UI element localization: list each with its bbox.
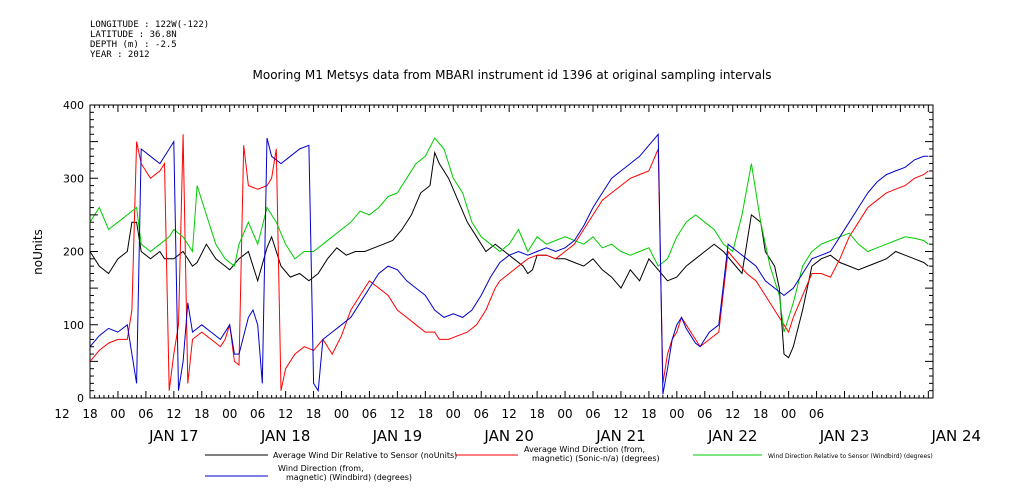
longitude-text: LONGITUDE : 122W(-122): [90, 20, 210, 30]
x-hour-tick-label: 18: [306, 407, 321, 421]
x-hour-tick-label: 00: [110, 407, 125, 421]
legend-label-3: Wind Direction Relative to Sensor (Windb…: [768, 453, 933, 460]
y-tick-label: 200: [63, 246, 84, 259]
y-tick-label: 300: [63, 172, 84, 185]
legend-label-2: Average Wind Direction (from, magnetic) (…: [524, 445, 660, 463]
metadata-block: LONGITUDE : 122W(-122) LATITUDE : 36.8N DE…: [90, 20, 209, 60]
x-hour-tick-label: 06: [138, 407, 153, 421]
x-hour-tick-label: 06: [362, 407, 377, 421]
x-hour-tick-label: 12: [502, 407, 517, 421]
series-line-4: [89, 132, 929, 395]
plot-frame: [89, 104, 934, 399]
series-layer: [89, 132, 929, 395]
x-hour-tick-label: 06: [474, 407, 489, 421]
x-hour-tick-label: 18: [529, 407, 544, 421]
x-day-label: JAN 21: [595, 427, 646, 445]
x-day-label: JAN 20: [483, 427, 534, 445]
x-hour-tick-label: 12: [725, 407, 740, 421]
x-day-label: JAN 18: [260, 427, 311, 445]
x-hour-tick-label: 06: [697, 407, 712, 421]
x-hour-tick-label: 18: [418, 407, 433, 421]
chart-title: Mooring M1 Metsys data from MBARI instru…: [253, 68, 772, 82]
x-hour-tick-label: 12: [54, 407, 69, 421]
x-hour-tick-label: 00: [669, 407, 684, 421]
latitude-text: LATITUDE : 36.8N: [90, 30, 177, 40]
x-day-label: JAN 24: [931, 427, 982, 445]
x-hour-tick-label: 12: [278, 407, 293, 421]
axis-layer: 0 100 200 300 400 12 18 00 06 12 18 00 06 12 18 00 06 12 1…: [54, 99, 981, 445]
x-hour-tick-label: 18: [82, 407, 97, 421]
plot-border: [89, 104, 934, 399]
x-hour-tick-label: 12: [613, 407, 628, 421]
series-line-2: [89, 134, 929, 391]
x-day-label: JAN 22: [707, 427, 758, 445]
x-day-label: JAN 23: [819, 427, 870, 445]
x-hour-tick-label: 00: [334, 407, 349, 421]
x-hour-tick-label: 18: [753, 407, 768, 421]
x-hour-tick-label: 12: [390, 407, 405, 421]
legend: Average Wind Dir Relative to Sensor (noU…: [205, 445, 933, 482]
x-hour-tick-label: 06: [585, 407, 600, 421]
x-hour-tick-label: 06: [809, 407, 824, 421]
x-hour-tick-label: 00: [222, 407, 237, 421]
x-day-label: JAN 19: [372, 427, 423, 445]
x-hour-tick-label: 00: [446, 407, 461, 421]
legend-label-4: Wind Direction (from, magnetic) (Windbird…: [278, 464, 412, 482]
y-tick-label: 100: [63, 319, 84, 332]
x-hour-tick-label: 06: [250, 407, 265, 421]
y-tick-label: 0: [77, 392, 84, 405]
x-hour-tick-label: 00: [557, 407, 572, 421]
depth-text: DEPTH (m) : -2.5: [90, 40, 177, 50]
x-hour-tick-label: 00: [781, 407, 796, 421]
year-text: YEAR : 2012: [90, 50, 150, 60]
x-hour-tick-label: 18: [194, 407, 209, 421]
y-tick-label: 400: [63, 99, 84, 112]
x-hour-tick-label: 18: [641, 407, 656, 421]
x-hour-tick-label: 12: [166, 407, 181, 421]
y-axis-label: noUnits: [31, 229, 45, 275]
legend-label-1: Average Wind Dir Relative to Sensor (noU…: [273, 451, 457, 460]
series-line-3: [89, 137, 929, 333]
x-day-label: JAN 17: [148, 427, 199, 445]
